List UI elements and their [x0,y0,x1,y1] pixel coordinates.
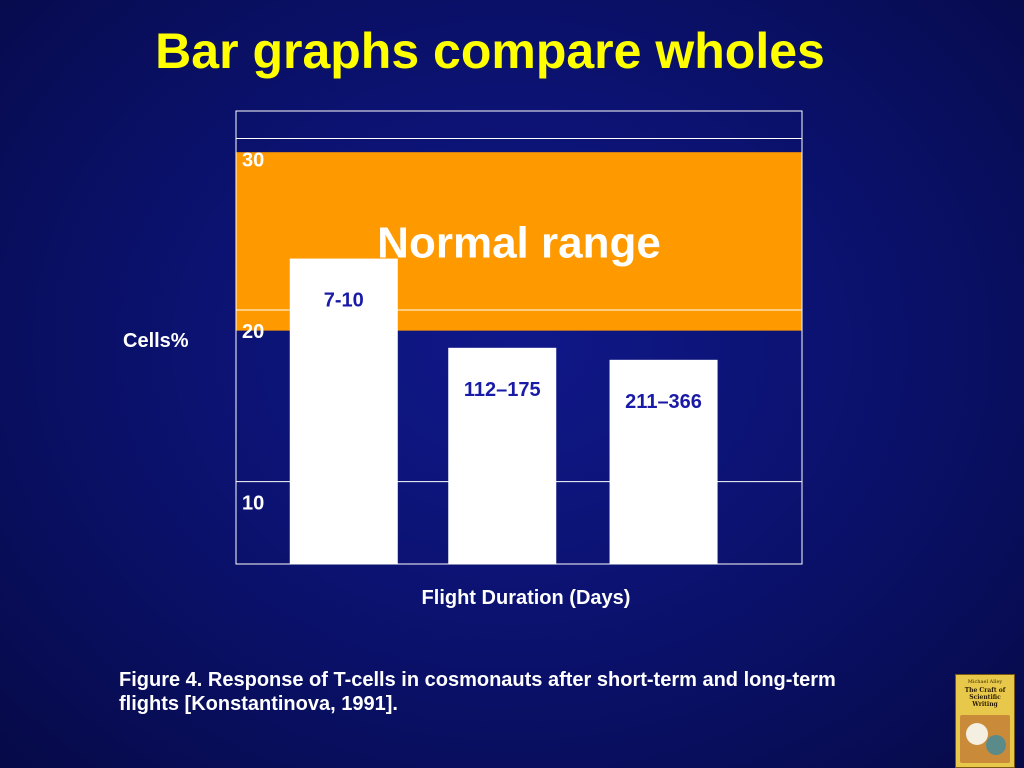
book-cover-art [960,715,1010,763]
bar-label: 112–175 [464,379,541,401]
bar [448,347,557,564]
bar-label: 211–366 [625,391,702,413]
y-tick-label: 10 [242,493,264,515]
y-axis-label: Cells% [123,330,189,352]
x-axis-label: Flight Duration (Days) [421,587,631,609]
bar-label: 7-10 [324,290,364,312]
y-tick-label: 20 [242,321,264,343]
book-author: Michael Alley [967,679,1003,685]
bar [609,359,718,564]
bar [289,258,398,564]
normal-range-label: Normal range [377,218,661,267]
book-cover-icon: Michael Alley The Craft of Scientific Wr… [955,674,1015,768]
y-tick-label: 30 [242,149,264,171]
book-title: The Craft of Scientific Writing [964,687,1006,708]
slide-title: Bar graphs compare wholes [155,23,825,79]
figure-caption: Figure 4. Response of T-cells in cosmona… [119,669,836,715]
